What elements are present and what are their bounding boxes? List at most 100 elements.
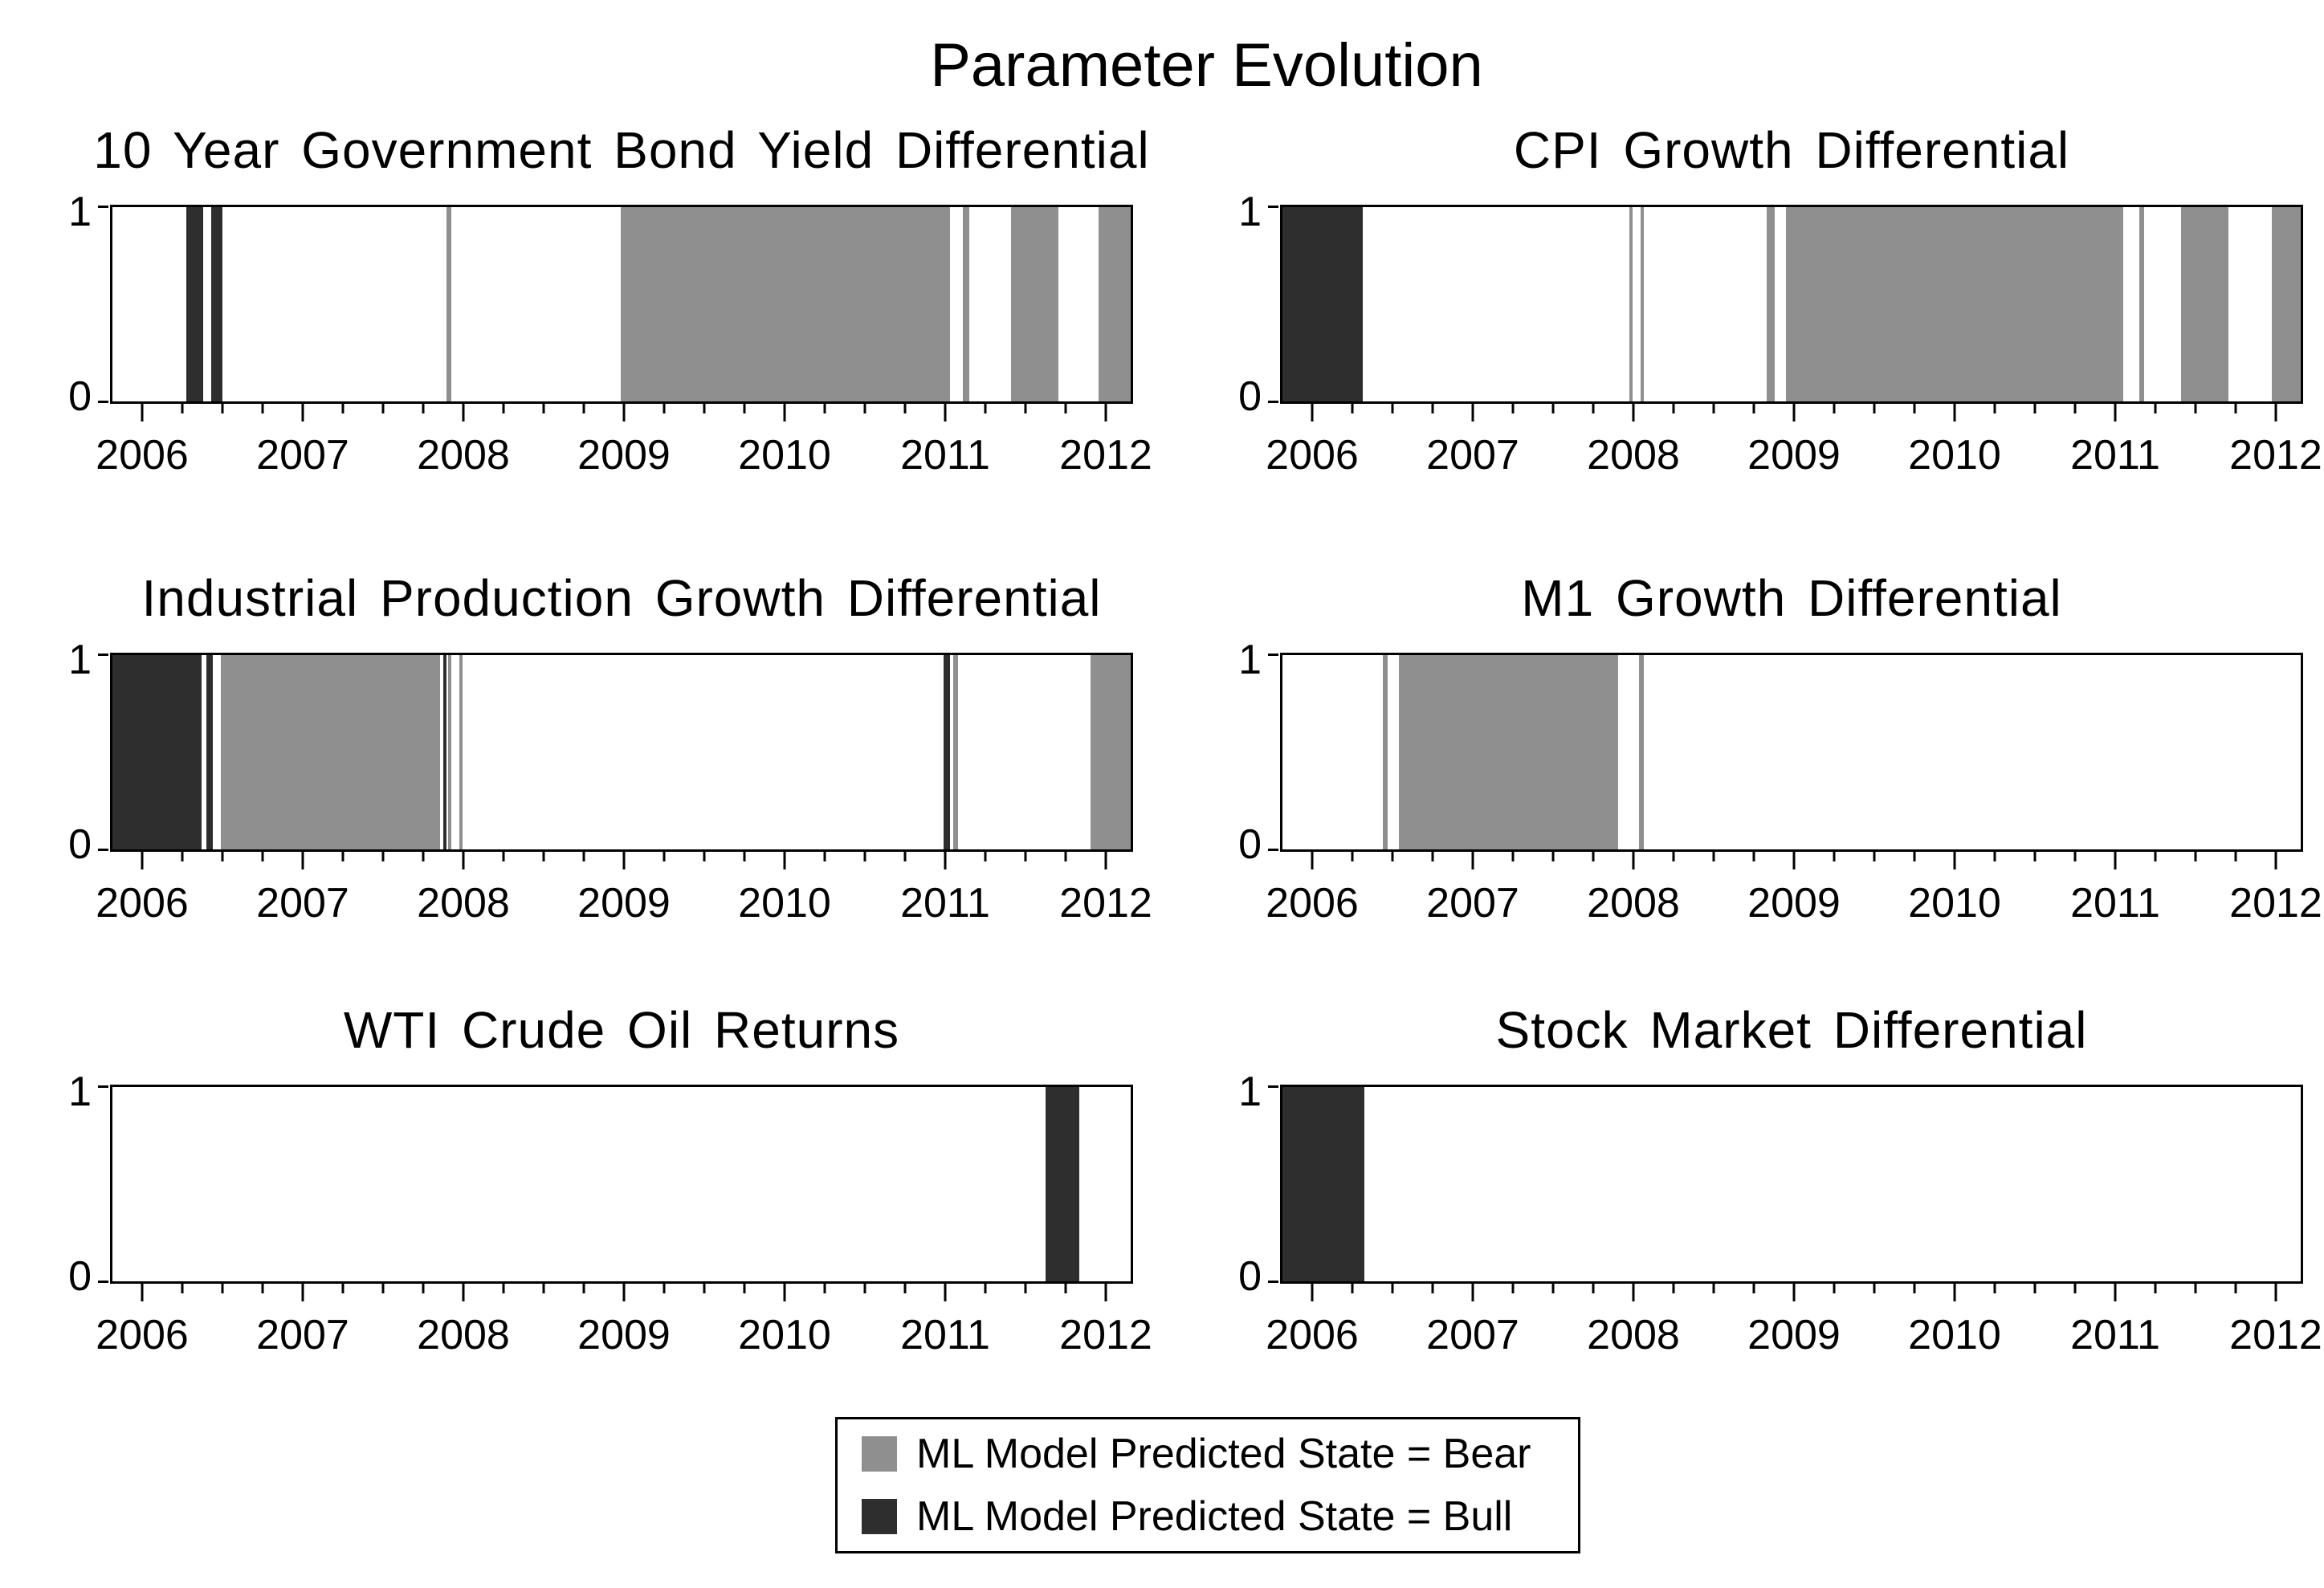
y-tick-label-1: 1 [1238, 637, 1262, 683]
x-tick-minor [542, 852, 545, 861]
x-tick-major [622, 852, 626, 869]
x-tick-minor [1913, 852, 1916, 861]
x-tick-major [2274, 852, 2277, 869]
state-band-bear [2138, 207, 2144, 401]
x-tick-minor [1431, 852, 1434, 861]
y-tick-label-1: 1 [1238, 1069, 1262, 1115]
y-tick-mark [98, 654, 108, 656]
x-tick-major [783, 852, 786, 869]
x-tick-label: 2009 [1747, 1312, 1841, 1358]
x-tick-minor [1024, 1284, 1027, 1293]
x-tick-minor [181, 852, 184, 861]
x-tick-minor [1511, 852, 1515, 861]
x-tick-minor [181, 1284, 184, 1293]
x-tick-major [301, 404, 304, 421]
state-band-bull [944, 655, 951, 849]
x-tick-minor [1064, 852, 1067, 861]
x-tick-major [2114, 1284, 2117, 1301]
x-tick-major [944, 404, 947, 421]
figure-title: Parameter Evolution [930, 31, 1483, 100]
x-tick-major [783, 404, 786, 421]
y-tick-label-0: 0 [68, 821, 92, 868]
x-tick-minor [502, 852, 505, 861]
x-tick-label: 2009 [1747, 432, 1841, 478]
x-tick-major [1953, 404, 1956, 421]
y-tick-mark [98, 849, 108, 851]
plot-area [1280, 1085, 2303, 1284]
x-tick-label: 2009 [577, 1312, 671, 1358]
x-tick-minor [1712, 404, 1715, 413]
state-band-bull [186, 207, 204, 401]
x-tick-label: 2010 [738, 880, 831, 926]
x-tick-label: 2007 [1426, 880, 1519, 926]
x-tick-minor [1873, 852, 1876, 861]
x-tick-label: 2007 [256, 432, 349, 478]
x-tick-minor [903, 1284, 907, 1293]
panel-title: Stock Market Differential [1495, 1001, 2088, 1059]
x-tick-minor [261, 404, 264, 413]
x-tick-minor [2073, 852, 2077, 861]
x-tick-major [141, 852, 144, 869]
x-tick-label: 2006 [1266, 880, 1359, 926]
x-tick-label: 2009 [1747, 880, 1841, 926]
x-tick-minor [1993, 852, 1996, 861]
y-tick-mark [1268, 849, 1278, 851]
x-tick-label: 2012 [2229, 880, 2322, 926]
y-tick-mark [1268, 1281, 1278, 1283]
panel-m1-growth-differential: M1 Growth Differential 1 0 2006 2007 2008 2… [1238, 569, 2322, 926]
state-band-bull [211, 207, 223, 401]
y-tick-mark [98, 206, 108, 208]
x-tick-minor [1712, 852, 1715, 861]
x-tick-minor [2073, 1284, 2077, 1293]
x-tick-minor [422, 404, 425, 413]
x-tick-minor [2033, 1284, 2037, 1293]
x-tick-major [1104, 852, 1107, 869]
x-tick-label: 2006 [96, 432, 189, 478]
y-tick-label-0: 0 [68, 373, 92, 420]
x-tick-minor [663, 852, 666, 861]
plot-area [1280, 205, 2303, 404]
legend: ML Model Predicted State = Bear ML Model… [835, 1417, 1580, 1553]
x-tick-label: 2011 [2070, 432, 2160, 478]
panel-stock-market-differential: Stock Market Differential 1 0 2006 2007 20… [1238, 1001, 2322, 1358]
x-tick-minor [2194, 1284, 2197, 1293]
x-tick-major [1792, 1284, 1796, 1301]
state-band-bull [443, 655, 447, 849]
state-band-bull [206, 655, 214, 849]
state-band-bear [962, 207, 969, 401]
x-tick-minor [1551, 404, 1555, 413]
panel-title: CPI Growth Differential [1513, 121, 2070, 179]
panel-wti-crude-oil-returns: WTI Crude Oil Returns 1 0 2006 2007 2008 20… [68, 1001, 1152, 1358]
x-tick-minor [1391, 404, 1394, 413]
x-tick-major [622, 404, 626, 421]
x-tick-minor [1351, 1284, 1354, 1293]
x-tick-major [1632, 1284, 1635, 1301]
panel-bond-yield-differential: 10 Year Government Bond Yield Differenti… [68, 121, 1152, 478]
x-tick-major [1471, 852, 1474, 869]
x-tick-minor [1511, 404, 1515, 413]
x-tick-minor [1024, 404, 1027, 413]
x-tick-minor [341, 1284, 345, 1293]
x-tick-minor [1592, 1284, 1595, 1293]
x-tick-major [1632, 404, 1635, 421]
state-band-bear [1010, 207, 1059, 401]
x-tick-minor [703, 1284, 706, 1293]
x-tick-minor [863, 404, 866, 413]
x-tick-major [462, 852, 465, 869]
x-tick-label: 2006 [96, 1312, 189, 1358]
state-band-bear [446, 207, 451, 401]
x-tick-minor [582, 852, 585, 861]
x-tick-minor [542, 1284, 545, 1293]
x-tick-minor [542, 404, 545, 413]
x-tick-minor [261, 1284, 264, 1293]
x-tick-label: 2010 [738, 432, 831, 478]
x-tick-minor [381, 852, 385, 861]
x-tick-minor [341, 852, 345, 861]
x-tick-minor [1431, 404, 1434, 413]
x-tick-major [141, 1284, 144, 1301]
x-tick-label: 2010 [1908, 880, 2001, 926]
panel-industrial-production-differential: Industrial Production Growth Differentia… [68, 569, 1152, 926]
bear-color-swatch [862, 1436, 897, 1472]
x-tick-label: 2006 [1266, 432, 1359, 478]
